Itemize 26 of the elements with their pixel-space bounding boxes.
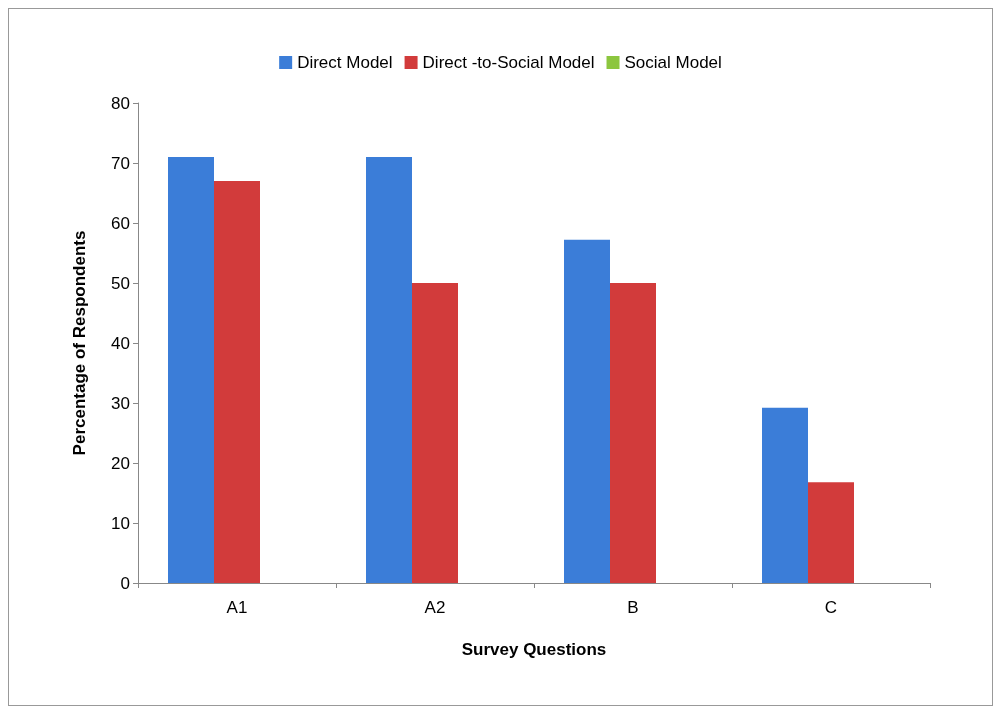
y-tick-label: 30 — [111, 393, 130, 413]
y-tick-label: 80 — [111, 93, 130, 113]
x-tick-label: C — [824, 598, 838, 617]
y-tick-label: 70 — [111, 153, 130, 173]
y-tick-label: 50 — [111, 273, 130, 293]
x-tick-label: A2 — [424, 598, 446, 617]
bar — [762, 407, 808, 583]
x-tick-label: B — [627, 598, 639, 617]
y-tick-label: 60 — [111, 213, 130, 233]
legend-label: Direct Model — [297, 53, 393, 72]
y-tick-label: 0 — [120, 573, 130, 593]
legend-label: Social Model — [624, 53, 722, 72]
x-axis-title: Survey Questions — [461, 640, 607, 659]
y-tick-label: 10 — [111, 513, 130, 533]
bar — [366, 157, 412, 583]
bar — [214, 181, 260, 583]
bar — [808, 482, 854, 583]
y-axis-title: Percentage of Respondents — [70, 230, 89, 456]
x-tick-label: A1 — [226, 598, 248, 617]
y-tick-label: 20 — [111, 453, 130, 473]
bar — [564, 239, 610, 583]
bar — [168, 157, 214, 583]
bar — [610, 283, 656, 583]
y-tick-label: 40 — [111, 333, 130, 353]
bar — [412, 283, 458, 583]
legend-label: Direct -to-Social Model — [422, 53, 595, 72]
